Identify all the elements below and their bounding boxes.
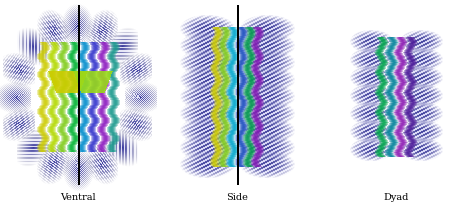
- Text: Side: Side: [226, 194, 248, 202]
- Text: Ventral: Ventral: [60, 194, 96, 202]
- Text: Dyad: Dyad: [383, 194, 409, 202]
